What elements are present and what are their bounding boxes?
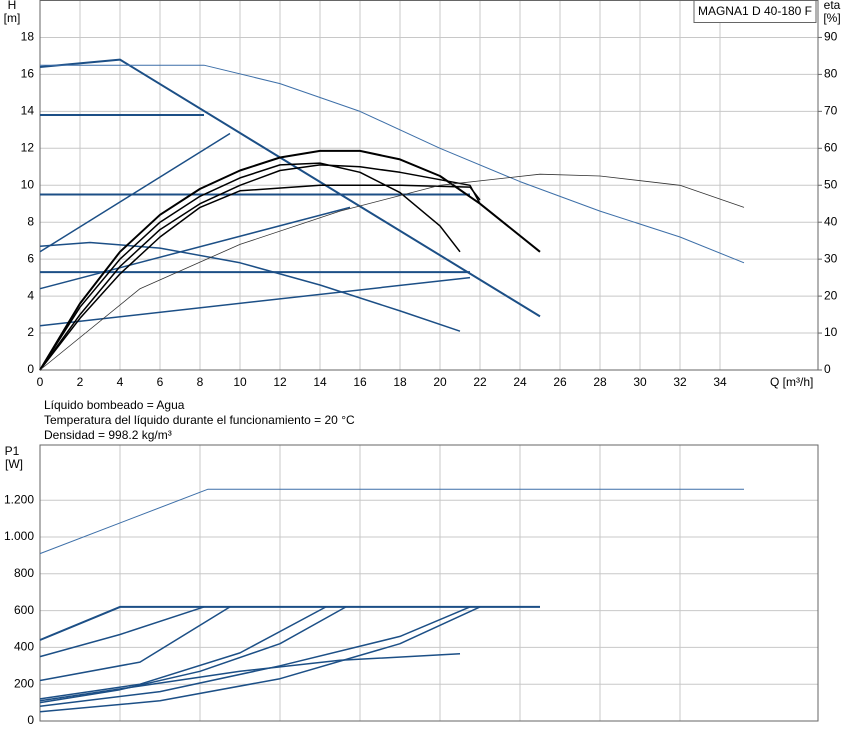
y-tick-label: 2 [27, 325, 34, 339]
x-tick-label: 30 [633, 375, 647, 389]
x-tick-label: 6 [157, 375, 164, 389]
y-tick-label: 18 [21, 30, 35, 44]
y-tick-label: 10 [21, 177, 35, 191]
y-tick-label: 0 [27, 713, 34, 727]
curve [39, 653, 461, 702]
y2-tick-label: 80 [824, 67, 838, 81]
y-axis-unit: [W] [5, 457, 23, 471]
plot-frame [39, 444, 819, 722]
x-tick-label: 20 [433, 375, 447, 389]
plot-frame [39, 0, 819, 371]
y-tick-label: 400 [14, 640, 34, 654]
y2-tick-label: 20 [824, 288, 838, 302]
y2-axis-unit: [%] [823, 11, 840, 25]
curve [39, 241, 461, 332]
curve [39, 162, 461, 371]
y-tick-label: 12 [21, 140, 35, 154]
chart-title: MAGNA1 D 40-180 F [698, 4, 812, 18]
title-box [693, 0, 817, 23]
y-tick-label: 8 [27, 214, 34, 228]
x-tick-label: 22 [473, 375, 487, 389]
y2-axis-label: eta [824, 0, 841, 12]
curve [39, 606, 347, 704]
y2-tick-label: 40 [824, 214, 838, 228]
note: Densidad = 998.2 kg/m³ [44, 428, 172, 442]
curve [39, 173, 745, 371]
curve [39, 606, 327, 700]
y2-tick-label: 90 [824, 30, 838, 44]
curve [39, 276, 471, 327]
curve [39, 606, 471, 708]
x-tick-label: 16 [353, 375, 367, 389]
y2-tick-label: 10 [824, 325, 838, 339]
x-tick-label: 18 [393, 375, 407, 389]
curve [39, 606, 205, 658]
y2-tick-label: 60 [824, 140, 838, 154]
y2-tick-label: 30 [824, 251, 838, 265]
y-tick-label: 0 [27, 362, 34, 376]
y-tick-label: 1.000 [4, 529, 34, 543]
y-tick-label: 6 [27, 251, 34, 265]
x-tick-label: 14 [313, 375, 327, 389]
x-axis-label: Q [m³/h] [770, 375, 813, 389]
curve [40, 64, 745, 264]
x-tick-label: 24 [513, 375, 527, 389]
y-tick-label: 1.200 [4, 492, 34, 506]
y-tick-label: 14 [21, 104, 35, 118]
x-tick-label: 32 [673, 375, 687, 389]
curve [39, 149, 541, 371]
x-tick-label: 0 [37, 375, 44, 389]
y-tick-label: 16 [21, 67, 35, 81]
x-tick-label: 2 [77, 375, 84, 389]
x-tick-label: 10 [233, 375, 247, 389]
y-tick-label: 4 [27, 288, 34, 302]
note: Líquido bombeado = Agua [44, 398, 185, 412]
curve [39, 606, 481, 713]
note: Temperatura del líquido durante el funci… [44, 413, 355, 427]
x-tick-label: 34 [713, 375, 727, 389]
x-tick-label: 4 [117, 375, 124, 389]
y2-tick-label: 70 [824, 104, 838, 118]
y-axis-label: P1 [5, 444, 20, 458]
x-tick-label: 12 [273, 375, 287, 389]
x-tick-label: 26 [553, 375, 567, 389]
curve [39, 605, 540, 641]
y2-tick-label: 0 [824, 362, 831, 376]
x-tick-label: 28 [593, 375, 607, 389]
y-axis-label: H [8, 0, 17, 12]
y2-tick-label: 50 [824, 177, 838, 191]
curve [39, 488, 744, 555]
y-tick-label: 600 [14, 603, 34, 617]
y-tick-label: 800 [14, 566, 34, 580]
curve [39, 206, 351, 290]
curve [39, 164, 481, 371]
x-tick-label: 8 [197, 375, 204, 389]
y-tick-label: 200 [14, 676, 34, 690]
curve [39, 606, 231, 682]
y-axis-unit: [m] [4, 11, 21, 25]
curve [39, 132, 231, 253]
curve [39, 58, 541, 318]
